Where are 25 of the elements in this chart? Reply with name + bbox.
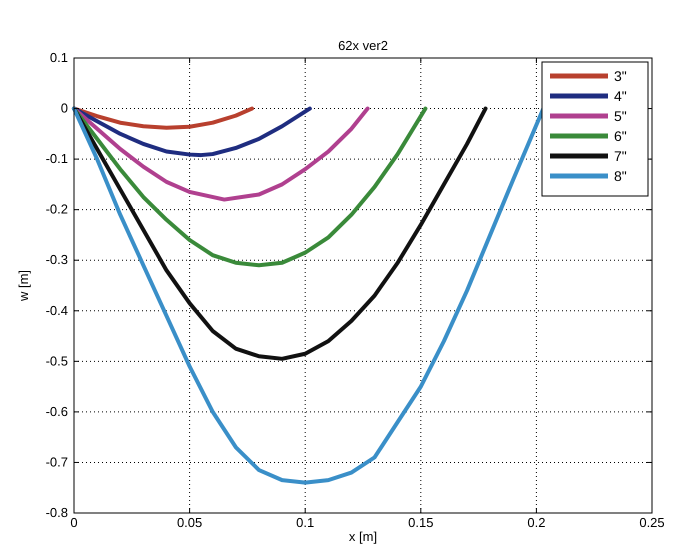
y-tick-label: -0.1 [46, 151, 68, 166]
legend-label: 7" [614, 148, 627, 164]
y-tick-label: -0.5 [46, 353, 68, 368]
x-axis-title: x [m] [348, 529, 378, 544]
y-tick-label: -0.6 [46, 404, 68, 419]
chart-title: 62x ver2 [338, 38, 388, 53]
y-tick-label: 0.1 [50, 50, 68, 65]
x-tick-label: 0.15 [408, 515, 434, 530]
y-tick-label: -0.3 [46, 252, 68, 268]
legend-label: 4" [614, 88, 627, 104]
x-tick-label: 0.25 [639, 515, 665, 530]
y-tick-label: -0.4 [46, 302, 68, 318]
y-tick-label: -0.8 [46, 505, 68, 520]
y-axis-title: w [m] [16, 270, 31, 302]
x-tick-label: 0.2 [527, 515, 546, 530]
legend-label: 6" [614, 128, 627, 144]
y-tick-label: -0.2 [46, 202, 68, 217]
x-tick-label: 0 [70, 515, 78, 530]
legend-label: 5" [614, 108, 627, 124]
y-tick-label: -0.7 [46, 454, 68, 470]
x-tick-label: 0.05 [176, 515, 202, 530]
x-tick-label: 0.1 [296, 515, 314, 530]
legend-label: 3" [614, 68, 627, 84]
y-tick-label: 0 [60, 100, 68, 116]
legend-label: 8" [614, 168, 627, 184]
